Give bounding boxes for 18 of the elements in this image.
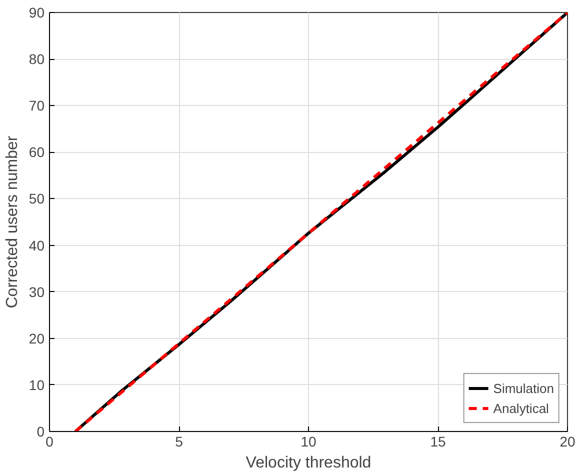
- x-tick-label: 10: [300, 434, 316, 450]
- y-tick-label: 50: [28, 190, 45, 207]
- x-axis-title: Velocity threshold: [246, 454, 372, 472]
- y-tick-label: 70: [28, 98, 45, 114]
- x-tick-label: 15: [430, 434, 446, 450]
- y-tick-label: 10: [28, 376, 45, 393]
- y-tick-label: 0: [36, 424, 45, 440]
- y-tick-label: 80: [28, 51, 45, 68]
- y-tick-label: 90: [28, 4, 45, 20]
- y-tick-label: 20: [28, 330, 45, 346]
- y-axis-title: Corrected users number: [4, 135, 21, 308]
- x-tick-label: 20: [560, 434, 576, 450]
- y-tick-label: 40: [28, 237, 45, 254]
- legend-label: Simulation: [493, 380, 554, 396]
- y-tick-label: 30: [28, 284, 45, 300]
- legend-label: Analytical: [493, 400, 549, 416]
- x-tick-label: 5: [175, 434, 184, 450]
- y-tick-label: 60: [28, 144, 45, 160]
